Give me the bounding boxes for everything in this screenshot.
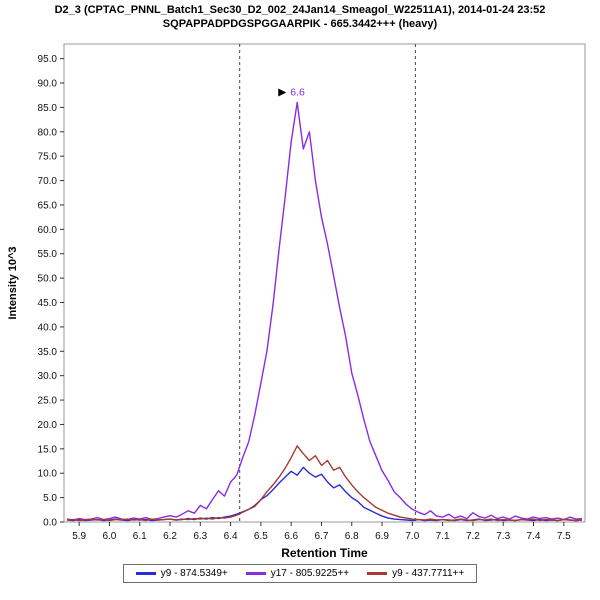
y-tick-label: 90.0 bbox=[38, 78, 58, 89]
y-tick-label: 35.0 bbox=[38, 346, 58, 357]
x-tick-label: 6.0 bbox=[102, 531, 116, 542]
x-tick-label: 6.9 bbox=[375, 531, 389, 542]
chromatogram-plot[interactable]: 0.0 5.0 10.0 15.0 20.0 25.0 30.0 35.0 40.0 45.0 50… bbox=[0, 32, 600, 562]
y-tick-label: 50.0 bbox=[38, 273, 58, 284]
x-tick-label: 7.4 bbox=[527, 531, 541, 542]
legend-item-y9-437: y9 - 437.7711++ bbox=[367, 568, 464, 579]
legend-item-y9-874: y9 - 874.5349+ bbox=[135, 567, 228, 579]
x-tick-label: 6.5 bbox=[254, 531, 268, 542]
x-tick-label: 7.5 bbox=[557, 531, 571, 542]
legend-label: y9 - 437.7711++ bbox=[392, 567, 465, 579]
x-tick-label: 7.0 bbox=[405, 531, 419, 542]
legend-label: y9 - 874.5349+ bbox=[160, 567, 228, 579]
y-tick-label: 20.0 bbox=[38, 419, 58, 430]
legend-box: y9 - 874.5349+ y17 - 805.9225++ y9 - 437… bbox=[122, 563, 478, 583]
legend-label: y17 - 805.9225++ bbox=[270, 567, 350, 579]
x-tick-label: 7.1 bbox=[436, 531, 450, 542]
chart-title: D2_3 (CPTAC_PNNL_Batch1_Sec30_D2_002_24J… bbox=[54, 4, 546, 16]
x-tick-label: 5.9 bbox=[72, 531, 86, 542]
peak-rt-label: 6.6 bbox=[290, 86, 305, 98]
y-tick-label: 25.0 bbox=[38, 395, 58, 406]
y-tick-label: 80.0 bbox=[38, 127, 58, 138]
y-tick-label: 40.0 bbox=[38, 322, 58, 333]
plot-border bbox=[63, 43, 586, 522]
x-tick-label: 6.7 bbox=[315, 531, 329, 542]
x-tick-label: 6.2 bbox=[163, 531, 177, 542]
y-tick-label: 70.0 bbox=[38, 176, 58, 187]
chromatogram-svg[interactable]: 0.0 5.0 10.0 15.0 20.0 25.0 30.0 35.0 40.0 45.0 50… bbox=[0, 32, 600, 562]
y-tick-label: 75.0 bbox=[38, 151, 58, 162]
x-tick-label: 7.3 bbox=[496, 531, 510, 542]
x-axis-title: Retention Time bbox=[281, 546, 368, 560]
y-tick-label: 95.0 bbox=[38, 54, 58, 65]
trace-2 bbox=[66, 444, 583, 521]
chart-header: D2_3 (CPTAC_PNNL_Batch1_Sec30_D2_002_24J… bbox=[0, 0, 600, 32]
y-tick-label: 55.0 bbox=[38, 249, 58, 260]
legend-item-y17-805: y17 - 805.9225++ bbox=[245, 567, 350, 579]
x-tick-label: 7.2 bbox=[466, 531, 480, 542]
y-tick-label: 45.0 bbox=[38, 298, 58, 309]
y-tick-label: 30.0 bbox=[38, 371, 58, 382]
chart-subtitle: SQPAPPADPDGSPGGAARPIK - 665.3442+++ (hea… bbox=[162, 17, 438, 30]
series-color-swatch bbox=[135, 571, 156, 575]
y-axis-title: Intensity 10^3 bbox=[7, 246, 19, 319]
series-color-swatch bbox=[367, 571, 388, 575]
series-color-swatch bbox=[245, 571, 266, 575]
y-tick-label: 0.0 bbox=[43, 517, 57, 528]
y-tick-label: 15.0 bbox=[38, 444, 58, 455]
x-tick-label: 6.6 bbox=[284, 531, 298, 542]
x-tick-label: 6.1 bbox=[133, 531, 147, 542]
y-tick-label: 85.0 bbox=[38, 102, 58, 113]
x-tick-label: 6.4 bbox=[224, 531, 238, 542]
x-tick-label: 6.8 bbox=[345, 531, 359, 542]
y-tick-label: 65.0 bbox=[38, 200, 58, 211]
y-tick-label: 5.0 bbox=[43, 493, 57, 504]
y-tick-label: 60.0 bbox=[38, 224, 58, 235]
peak-marker-icon bbox=[278, 88, 287, 97]
legend: y9 - 874.5349+ y17 - 805.9225++ y9 - 437… bbox=[0, 563, 600, 583]
y-tick-label: 10.0 bbox=[38, 468, 58, 479]
x-tick-label: 6.3 bbox=[193, 531, 207, 542]
